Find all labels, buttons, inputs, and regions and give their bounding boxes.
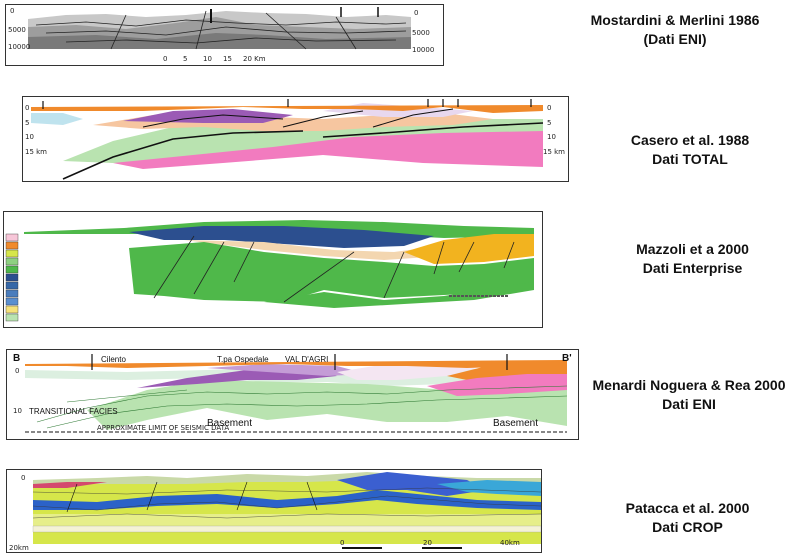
- scale-label-40km: 40km: [500, 539, 520, 547]
- caption-mostardini-line2: (Dati ENI): [643, 31, 707, 47]
- depth-label-right-10000: 10000: [412, 46, 434, 54]
- depth-label-right-5000: 5000: [412, 29, 430, 37]
- caption-casero-line1: Casero et al. 1988: [630, 132, 750, 148]
- scale-label-15: 15: [223, 55, 232, 63]
- scale-label-20: 20: [423, 539, 432, 547]
- depth-label-right-0: 0: [547, 104, 551, 112]
- corner-label-b: B: [13, 353, 20, 364]
- depth-label-left-10000: 10000: [8, 43, 30, 51]
- depth-label-left-0: 0: [10, 7, 14, 15]
- corner-label-b-prime: B': [562, 353, 572, 364]
- transitional-facies-label: TRANSITIONAL FACIES: [29, 407, 118, 416]
- caption-patacca-line1: Patacca et al. 2000: [625, 500, 750, 516]
- depth-label-right-5: 5: [547, 119, 551, 127]
- caption-mostardini-line1: Mostardini & Merlini 1986: [590, 12, 760, 28]
- caption-menardi-line2: Dati ENI: [662, 396, 716, 412]
- place-label-tpa-ospedale: T.pa Ospedale: [217, 355, 269, 364]
- scale-label-0: 0: [163, 55, 167, 63]
- caption-menardi-line1: Menardi Noguera & Rea 2000: [592, 377, 786, 393]
- cross-section-casero: 0 5 10 15 km 0 5 10 15 km: [22, 96, 569, 182]
- seismic-limit-label: APPROXIMATE LIMIT OF SEISMIC DATA: [97, 424, 229, 432]
- caption-mazzoli-line2: Dati Enterprise: [642, 260, 743, 276]
- caption-mazzoli: Mazzoli et a 2000 Dati Enterprise: [585, 240, 800, 278]
- depth-label-right-0: 0: [414, 9, 418, 17]
- cross-section-patacca: 0 20km 0 20 40km: [6, 469, 542, 553]
- place-label-cilento: Cilento: [101, 355, 126, 364]
- depth-label-left-15km: 15 km: [25, 148, 47, 156]
- caption-patacca: Patacca et al. 2000 Dati CROP: [575, 499, 800, 537]
- cross-section-menardi: B B' Cilento T.pa Ospedale VAL D'AGRI 0 …: [6, 349, 579, 440]
- depth-label-10: 10: [13, 407, 22, 415]
- scale-label-5: 5: [183, 55, 187, 63]
- depth-label-left-5: 5: [25, 119, 29, 127]
- caption-menardi: Menardi Noguera & Rea 2000 Dati ENI: [578, 376, 800, 414]
- depth-label-left-5000: 5000: [8, 26, 26, 34]
- depth-label-left-0: 0: [25, 104, 29, 112]
- caption-mazzoli-line1: Mazzoli et a 2000: [636, 241, 749, 257]
- scale-label-0: 0: [340, 539, 344, 547]
- place-label-val-dagri: VAL D'AGRI: [285, 355, 328, 364]
- cross-section-mazzoli: [3, 211, 543, 328]
- basement-label-right: Basement: [493, 418, 538, 429]
- cross-section-mostardini: 0 5000 10000 0 5000 10000 0 5 10 15 20 K…: [5, 4, 444, 66]
- caption-casero-line2: Dati TOTAL: [652, 151, 728, 167]
- scale-label-10: 10: [203, 55, 212, 63]
- depth-label-0: 0: [21, 474, 25, 482]
- caption-patacca-line2: Dati CROP: [652, 519, 723, 535]
- legend-column: [5, 233, 19, 322]
- scale-label-20km: 20 Km: [243, 55, 266, 63]
- depth-label-0: 0: [15, 367, 19, 375]
- basement-label-left: Basement: [207, 418, 252, 429]
- depth-label-20km: 20km: [9, 544, 29, 552]
- depth-label-right-10: 10: [547, 133, 556, 141]
- depth-label-left-10: 10: [25, 133, 34, 141]
- caption-casero: Casero et al. 1988 Dati TOTAL: [580, 131, 800, 169]
- depth-label-right-15km: 15 km: [543, 148, 565, 156]
- caption-mostardini: Mostardini & Merlini 1986 (Dati ENI): [550, 11, 800, 49]
